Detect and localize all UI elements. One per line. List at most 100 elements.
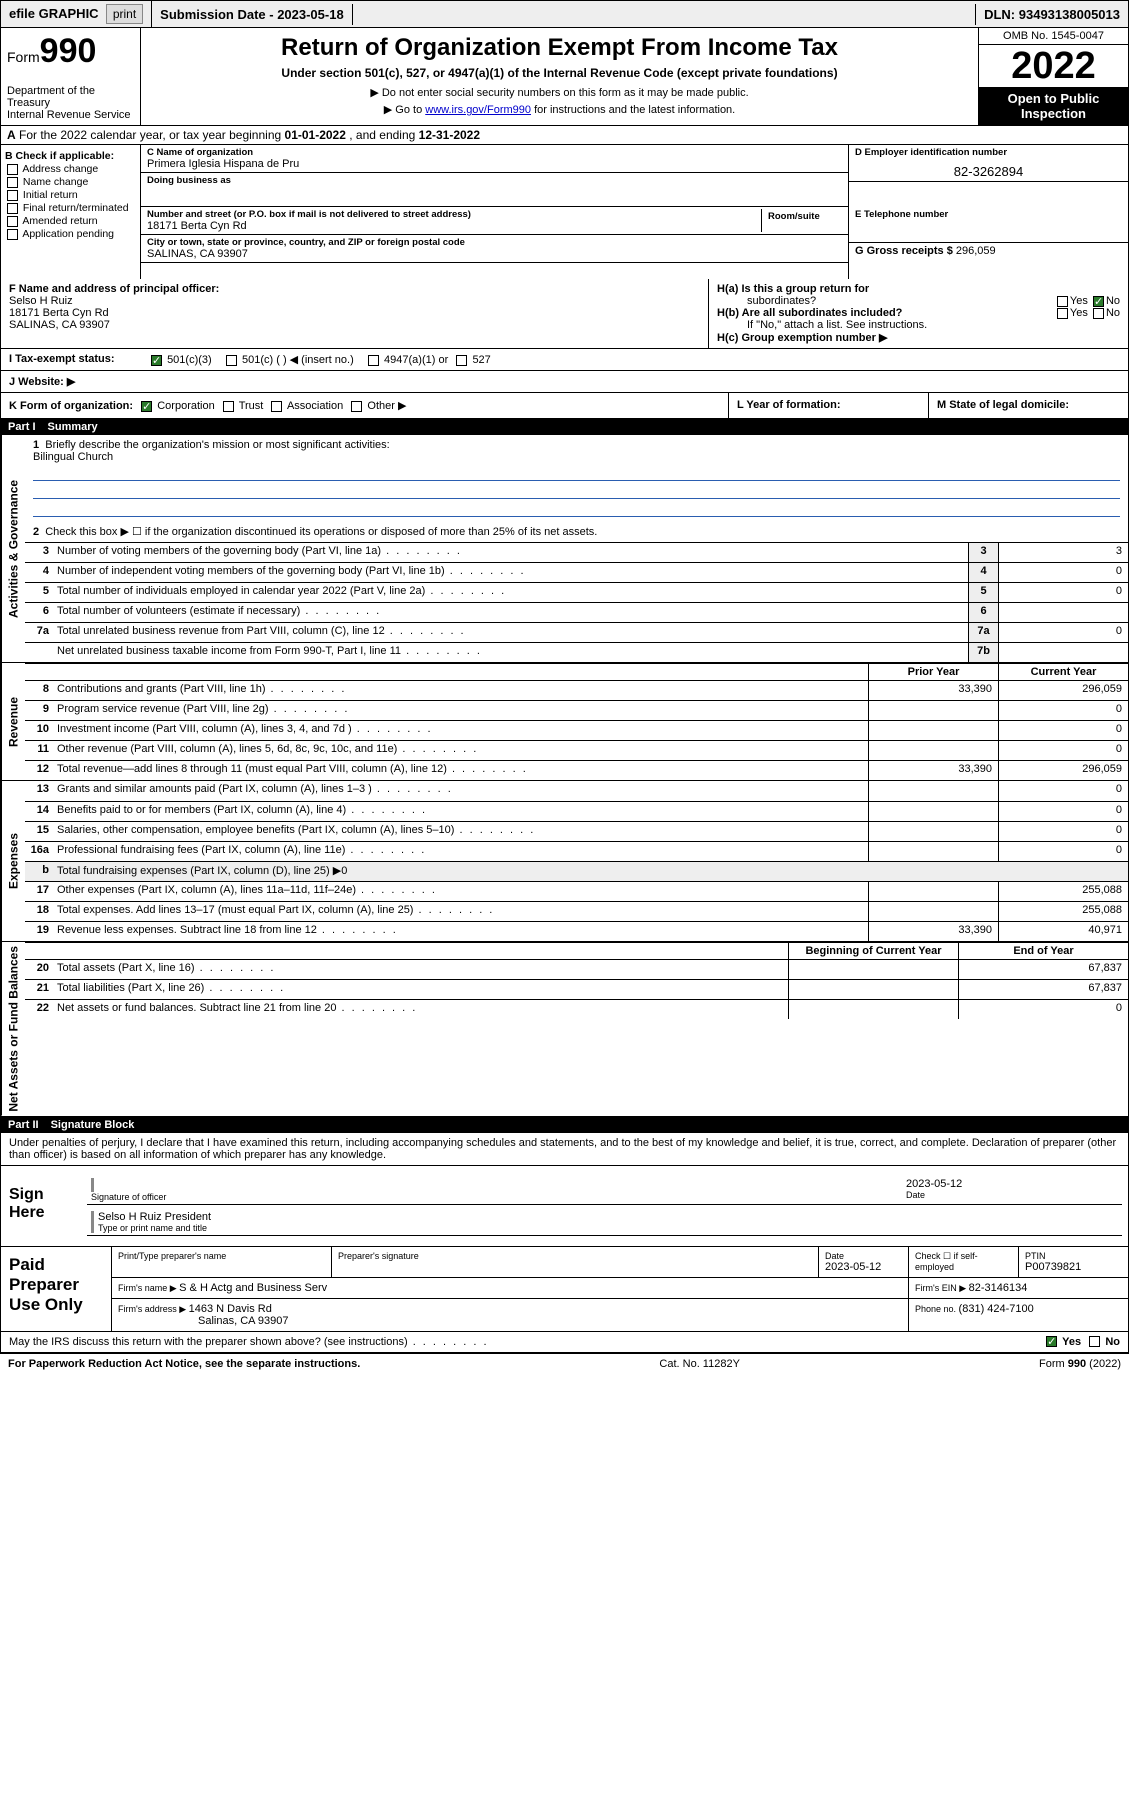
submission-date: Submission Date - 2023-05-18: [152, 4, 353, 25]
summary-section: Expenses13Grants and similar amounts pai…: [0, 781, 1129, 942]
firm-addr1: 1463 N Davis Rd: [189, 1303, 272, 1315]
part-1-header: Part I Summary: [0, 419, 1129, 435]
checkbox-icon[interactable]: [7, 203, 18, 214]
row-i-tax-exempt: I Tax-exempt status: 501(c)(3) 501(c) ( …: [0, 349, 1129, 371]
dln: DLN: 93493138005013: [975, 4, 1128, 25]
tax-year: 2022: [979, 45, 1128, 87]
form-title: Return of Organization Exempt From Incom…: [151, 34, 968, 62]
summary-line: 14Benefits paid to or for members (Part …: [25, 801, 1128, 821]
summary-line: 21Total liabilities (Part X, line 26)67,…: [25, 979, 1128, 999]
subtitle-1: Under section 501(c), 527, or 4947(a)(1)…: [151, 66, 968, 80]
summary-line: 20Total assets (Part X, line 16)67,837: [25, 959, 1128, 979]
open-inspection: Open to Public Inspection: [979, 87, 1128, 125]
summary-section: RevenuePrior YearCurrent Year8Contributi…: [0, 663, 1129, 781]
summary-section: Activities & Governance1 Briefly describ…: [0, 435, 1129, 663]
ha-yes-checkbox[interactable]: [1057, 296, 1068, 307]
summary-line: bTotal fundraising expenses (Part IX, co…: [25, 861, 1128, 881]
prep-date: 2023-05-12: [825, 1261, 902, 1273]
year-header: Beginning of Current YearEnd of Year: [25, 942, 1128, 959]
subtitle-3: ▶ Go to www.irs.gov/Form990 for instruct…: [151, 103, 968, 116]
4947-checkbox[interactable]: [368, 355, 379, 366]
other-checkbox[interactable]: [351, 401, 362, 412]
summary-line: 15Salaries, other compensation, employee…: [25, 821, 1128, 841]
officer-name: Selso H Ruiz: [9, 295, 700, 307]
ha-no-checkbox[interactable]: [1093, 296, 1104, 307]
colb-item: Amended return: [5, 215, 136, 227]
subtitle-2: ▶ Do not enter social security numbers o…: [151, 86, 968, 99]
summary-line: 7aTotal unrelated business revenue from …: [25, 622, 1128, 642]
may-discuss-row: May the IRS discuss this return with the…: [0, 1332, 1129, 1353]
dept-treasury: Department of the TreasuryInternal Reven…: [7, 85, 134, 121]
summary-line: 8Contributions and grants (Part VIII, li…: [25, 680, 1128, 700]
org-info-block: B Check if applicable: Address change Na…: [0, 145, 1129, 279]
street-address: 18171 Berta Cyn Rd: [147, 220, 761, 232]
section-vlabel: Net Assets or Fund Balances: [1, 942, 25, 1116]
checkbox-icon[interactable]: [7, 190, 18, 201]
summary-line: 19Revenue less expenses. Subtract line 1…: [25, 921, 1128, 941]
city-state-zip: SALINAS, CA 93907: [147, 248, 842, 260]
checkbox-icon[interactable]: [7, 216, 18, 227]
colb-item: Application pending: [5, 228, 136, 240]
print-button[interactable]: print: [106, 4, 143, 24]
ptin: P00739821: [1025, 1261, 1122, 1273]
officer-printed-name: Selso H Ruiz President: [98, 1211, 1118, 1223]
section-vlabel: Revenue: [1, 663, 25, 780]
trust-checkbox[interactable]: [223, 401, 234, 412]
firm-ein: 82-3146134: [969, 1282, 1028, 1294]
irs-link[interactable]: www.irs.gov/Form990: [425, 104, 531, 116]
officer-addr2: SALINAS, CA 93907: [9, 319, 700, 331]
section-vlabel: Activities & Governance: [1, 435, 25, 662]
officer-addr1: 18171 Berta Cyn Rd: [9, 307, 700, 319]
col-b-checkboxes: B Check if applicable: Address change Na…: [1, 145, 141, 279]
firm-name: S & H Actg and Business Serv: [179, 1282, 327, 1294]
summary-line: 18Total expenses. Add lines 13–17 (must …: [25, 901, 1128, 921]
page-footer: For Paperwork Reduction Act Notice, see …: [0, 1353, 1129, 1374]
colb-item: Name change: [5, 176, 136, 188]
checkbox-icon[interactable]: [7, 229, 18, 240]
summary-line: 3Number of voting members of the governi…: [25, 542, 1128, 562]
row-a-tax-year: A For the 2022 calendar year, or tax yea…: [0, 126, 1129, 145]
may-no-checkbox[interactable]: [1089, 1336, 1100, 1347]
hb-no-checkbox[interactable]: [1093, 308, 1104, 319]
summary-section: Net Assets or Fund BalancesBeginning of …: [0, 942, 1129, 1117]
summary-line: 5Total number of individuals employed in…: [25, 582, 1128, 602]
colb-item: Final return/terminated: [5, 202, 136, 214]
527-checkbox[interactable]: [456, 355, 467, 366]
summary-line: 22Net assets or fund balances. Subtract …: [25, 999, 1128, 1019]
summary-line: 4Number of independent voting members of…: [25, 562, 1128, 582]
sig-date: 2023-05-12: [906, 1178, 1118, 1190]
corp-checkbox[interactable]: [141, 401, 152, 412]
checkbox-icon[interactable]: [7, 164, 18, 175]
summary-line: Net unrelated business taxable income fr…: [25, 642, 1128, 662]
summary-line: 17Other expenses (Part IX, column (A), l…: [25, 881, 1128, 901]
year-header: Prior YearCurrent Year: [25, 663, 1128, 680]
hb-yes-checkbox[interactable]: [1057, 308, 1068, 319]
summary-line: 12Total revenue—add lines 8 through 11 (…: [25, 760, 1128, 780]
top-bar: efile GRAPHIC print Submission Date - 20…: [0, 0, 1129, 28]
501c3-checkbox[interactable]: [151, 355, 162, 366]
efile-label: efile GRAPHIC print: [1, 1, 152, 27]
summary-line: 16aProfessional fundraising fees (Part I…: [25, 841, 1128, 861]
ein: 82-3262894: [855, 158, 1122, 179]
section-vlabel: Expenses: [1, 781, 25, 941]
501c-checkbox[interactable]: [226, 355, 237, 366]
firm-addr2: Salinas, CA 93907: [118, 1315, 902, 1327]
may-yes-checkbox[interactable]: [1046, 1336, 1057, 1347]
mission-text: Bilingual Church: [33, 451, 1120, 463]
signature-declaration: Under penalties of perjury, I declare th…: [0, 1133, 1129, 1166]
omb-number: OMB No. 1545-0047: [979, 28, 1128, 45]
summary-line: 11Other revenue (Part VIII, column (A), …: [25, 740, 1128, 760]
sign-here-block: Sign Here Signature of officer 2023-05-1…: [0, 1166, 1129, 1247]
gross-receipts: 296,059: [956, 245, 996, 257]
colb-item: Initial return: [5, 189, 136, 201]
summary-line: 9Program service revenue (Part VIII, lin…: [25, 700, 1128, 720]
row-f-h: F Name and address of principal officer:…: [0, 279, 1129, 349]
org-name: Primera Iglesia Hispana de Pru: [147, 158, 842, 170]
assoc-checkbox[interactable]: [271, 401, 282, 412]
form-header: Form990 Department of the TreasuryIntern…: [0, 28, 1129, 126]
form-number: Form990: [7, 32, 134, 71]
checkbox-icon[interactable]: [7, 177, 18, 188]
row-j-website: J Website: ▶: [0, 371, 1129, 393]
summary-line: 13Grants and similar amounts paid (Part …: [25, 781, 1128, 801]
row-k-org-form: K Form of organization: Corporation Trus…: [0, 393, 1129, 419]
